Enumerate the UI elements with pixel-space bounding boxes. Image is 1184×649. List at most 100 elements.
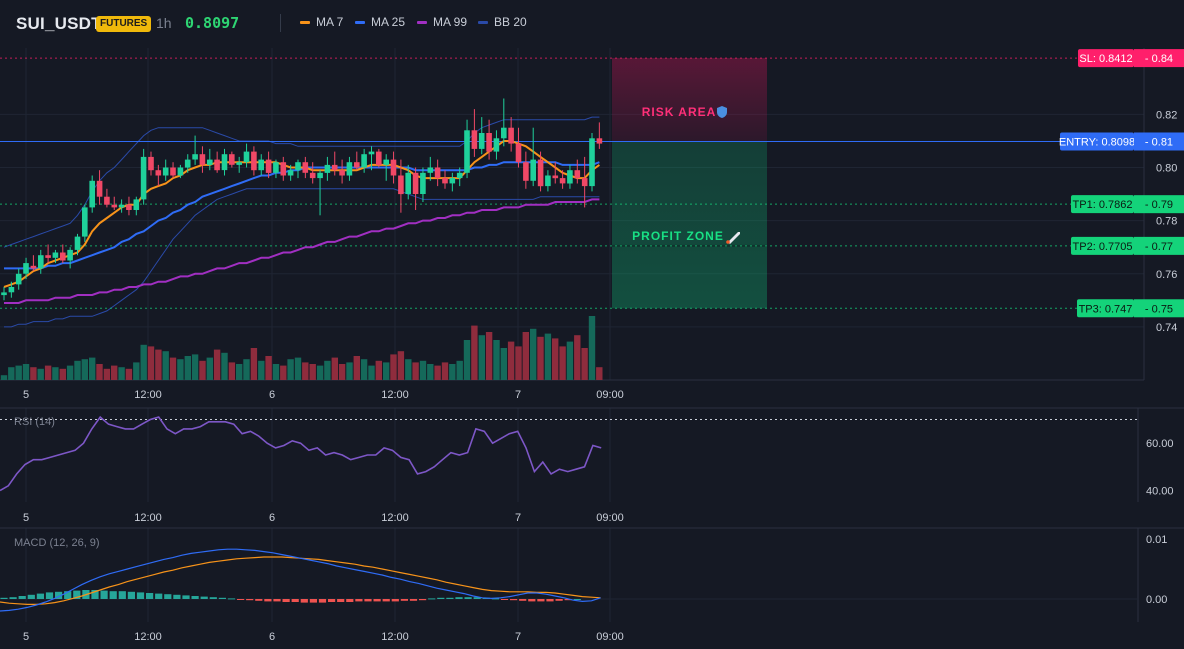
- macd-histogram-bar: [191, 596, 199, 599]
- volume-bar: [346, 362, 353, 380]
- symbol-name[interactable]: SUI_USDT: [16, 14, 102, 33]
- volume-bar: [331, 357, 338, 380]
- macd-histogram-bar: [18, 596, 26, 599]
- macd-tick-label: 0.01: [1146, 534, 1167, 546]
- legend-ma99[interactable]: MA 99: [417, 15, 467, 29]
- legend-ma99-label: MA 99: [433, 15, 468, 29]
- macd-histogram-bar: [437, 597, 445, 599]
- volume-bar: [287, 359, 294, 380]
- candle-body: [552, 175, 559, 179]
- candle-body: [1, 292, 7, 296]
- candle-body: [104, 196, 110, 205]
- candle-body: [155, 170, 162, 176]
- candle-body: [581, 178, 588, 187]
- timeframe-selector[interactable]: 1h: [156, 15, 172, 31]
- candle-body: [67, 249, 73, 261]
- volume-bar: [493, 340, 500, 380]
- macd-histogram-bar: [555, 599, 563, 601]
- candle-body: [23, 263, 29, 274]
- macd-histogram-bar: [173, 594, 181, 599]
- candle-body: [251, 151, 257, 171]
- candle-body: [545, 175, 551, 187]
- volume-bar: [485, 332, 493, 380]
- rsi-line: [0, 415, 602, 492]
- candle-body: [567, 170, 573, 184]
- rsi-time-label: 12:00: [381, 512, 409, 524]
- macd-histogram-bar: [382, 599, 390, 602]
- macd-histogram-bar: [500, 599, 509, 600]
- volume-bar: [574, 335, 581, 380]
- candle-body: [273, 162, 279, 173]
- sl-axis-label: - 0.84: [1145, 53, 1173, 65]
- sl-axis-tag: [1134, 49, 1184, 68]
- volume-bar: [0, 375, 8, 380]
- candle-body: [493, 138, 500, 152]
- candle-body: [126, 204, 132, 210]
- candle-body: [574, 170, 581, 179]
- volume-bar: [8, 367, 15, 380]
- tp1-axis-label: - 0.79: [1145, 199, 1173, 211]
- candle-body: [96, 180, 103, 197]
- macd-histogram-bar: [455, 597, 463, 599]
- macd-histogram-bar: [337, 599, 345, 602]
- volume-bar: [140, 344, 147, 380]
- macd-histogram-bar: [218, 597, 226, 599]
- candle-body: [74, 236, 81, 250]
- volume-bar: [390, 354, 397, 380]
- macd-histogram-bar: [264, 599, 272, 602]
- candle-body: [287, 170, 294, 176]
- macd-histogram-bar: [400, 599, 408, 601]
- volume-bar: [507, 341, 515, 380]
- candle-body: [236, 162, 242, 165]
- volume-bar: [243, 359, 250, 380]
- volume-bar: [294, 357, 302, 380]
- volume-bar: [236, 364, 243, 380]
- macd-histogram-bar: [573, 599, 581, 600]
- main-time-label: 12:00: [134, 389, 162, 401]
- macd-histogram-bar: [73, 590, 81, 599]
- macd-histogram-bar: [464, 597, 472, 599]
- legend-ma25-label: MA 25: [371, 15, 406, 29]
- shield-icon: [717, 106, 727, 118]
- volume-bar: [272, 364, 280, 380]
- legend-bb20-label: BB 20: [494, 15, 527, 29]
- macd-histogram-bar: [564, 599, 572, 601]
- macd-histogram-bar: [237, 599, 245, 600]
- macd-histogram-bar: [419, 599, 427, 601]
- macd-histogram-bar: [519, 599, 527, 601]
- volume-bar: [463, 340, 471, 380]
- volume-bar: [316, 365, 324, 380]
- macd-histogram-bar: [45, 592, 54, 599]
- volume-bar: [37, 368, 44, 380]
- macd-time-label: 7: [515, 631, 521, 643]
- macd-histogram-bar: [537, 599, 545, 602]
- candle-body: [559, 178, 566, 184]
- rsi-title: RSI (14): [14, 416, 55, 428]
- volume-bar: [147, 346, 155, 380]
- macd-histogram-bar: [36, 593, 44, 599]
- macd-histogram-bar: [9, 597, 17, 599]
- candle-body: [295, 162, 301, 171]
- candle-body: [52, 252, 59, 258]
- volume-bar: [441, 362, 449, 380]
- legend-ma7[interactable]: MA 7: [300, 15, 343, 29]
- rsi-time-label: 5: [23, 512, 29, 524]
- volume-bar: [302, 362, 309, 380]
- price-tick-label: 0.82: [1156, 109, 1177, 121]
- legend-ma25[interactable]: MA 25: [355, 15, 405, 29]
- volume-bar: [566, 341, 574, 380]
- main-time-label: 12:00: [381, 389, 409, 401]
- candle-body: [508, 127, 514, 144]
- entry-tag-label: ENTRY: 0.8098: [1059, 136, 1135, 148]
- rsi-time-label: 09:00: [596, 512, 624, 524]
- candle-body: [331, 164, 338, 171]
- legend-bb20[interactable]: BB 20: [478, 15, 527, 29]
- volume-bar: [375, 360, 382, 380]
- candle-body: [177, 167, 184, 176]
- volume-bar: [471, 325, 478, 380]
- risk-area-zone: [612, 58, 767, 142]
- volume-bar: [500, 348, 507, 380]
- macd-histogram-bar: [546, 599, 554, 602]
- candle-body: [184, 159, 191, 168]
